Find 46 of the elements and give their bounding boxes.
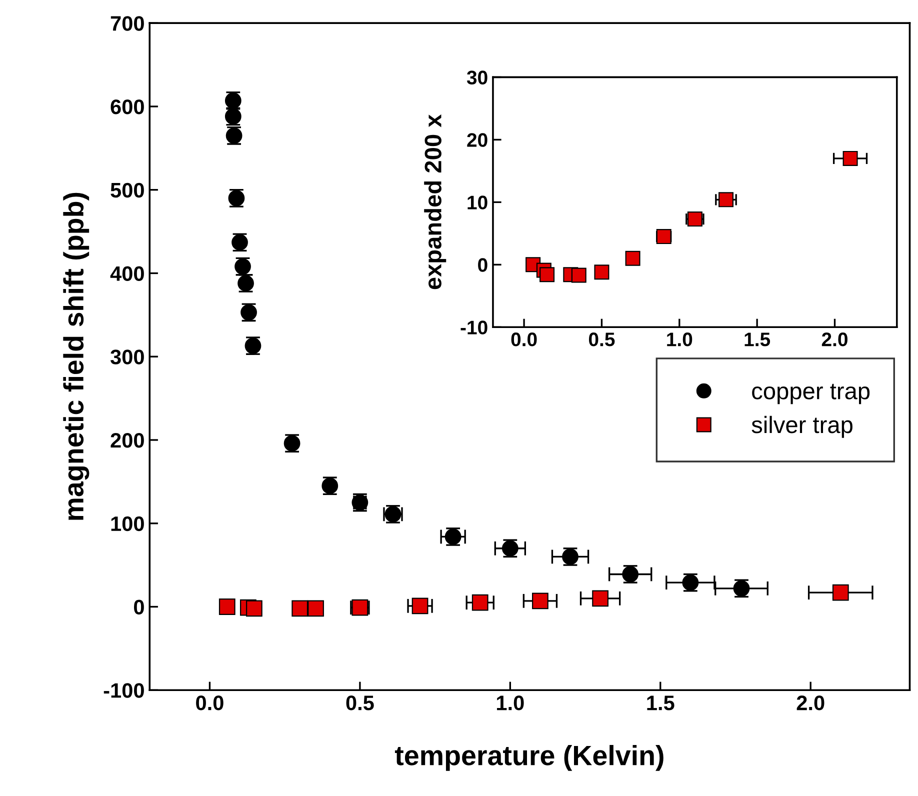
y-axis-title: expanded 200 x — [424, 114, 446, 290]
point — [412, 598, 428, 614]
y-tick-label: 700 — [110, 16, 144, 31]
point — [218, 598, 236, 615]
y-tick-label: -10 — [460, 320, 488, 334]
y-tick-label: 0 — [478, 258, 488, 272]
point — [592, 590, 608, 607]
point — [532, 592, 548, 610]
x-tick-label: 0.5 — [588, 332, 615, 346]
y-tick-label: 10 — [468, 196, 488, 210]
point — [308, 600, 324, 617]
legend-label: copper trap — [752, 384, 870, 404]
x-tick-label: 1.5 — [744, 332, 770, 346]
point — [226, 127, 242, 144]
point — [571, 268, 586, 283]
point — [540, 267, 555, 282]
x-tick-label: 0.0 — [511, 332, 537, 346]
x-tick-label: 1.5 — [647, 696, 674, 710]
point — [832, 584, 849, 601]
point — [594, 264, 610, 280]
y-tick-label: 20 — [467, 133, 488, 147]
point — [718, 192, 734, 208]
x-tick-label: 1.0 — [496, 696, 524, 710]
x-tick-label: 2.0 — [796, 696, 824, 710]
x-axis-title: temperature (Kelvin) — [394, 744, 664, 771]
y-tick-label: 30 — [466, 70, 488, 84]
point — [292, 600, 308, 617]
y-axis-title: magnetic field shift (ppb) — [63, 192, 90, 520]
x-tick-label: 0.0 — [196, 696, 224, 710]
x-tick-label: 2.0 — [822, 332, 848, 346]
y-tick-label: 300 — [110, 350, 144, 364]
y-tick-label: -100 — [104, 683, 144, 698]
y-tick-label: 0 — [134, 600, 144, 615]
y-tick-label: 600 — [110, 99, 144, 114]
y-tick-label: 100 — [111, 516, 144, 532]
point — [224, 108, 242, 125]
legend-label: silver trap — [752, 416, 852, 438]
point — [625, 250, 640, 266]
point — [246, 600, 262, 617]
point — [842, 150, 858, 166]
y-tick-label: 400 — [110, 266, 144, 281]
x-tick-label: 1.0 — [667, 332, 692, 346]
point — [472, 594, 488, 611]
y-tick-label: 200 — [110, 432, 144, 448]
y-tick-label: 500 — [110, 182, 144, 198]
x-tick-label: 0.5 — [346, 696, 374, 710]
